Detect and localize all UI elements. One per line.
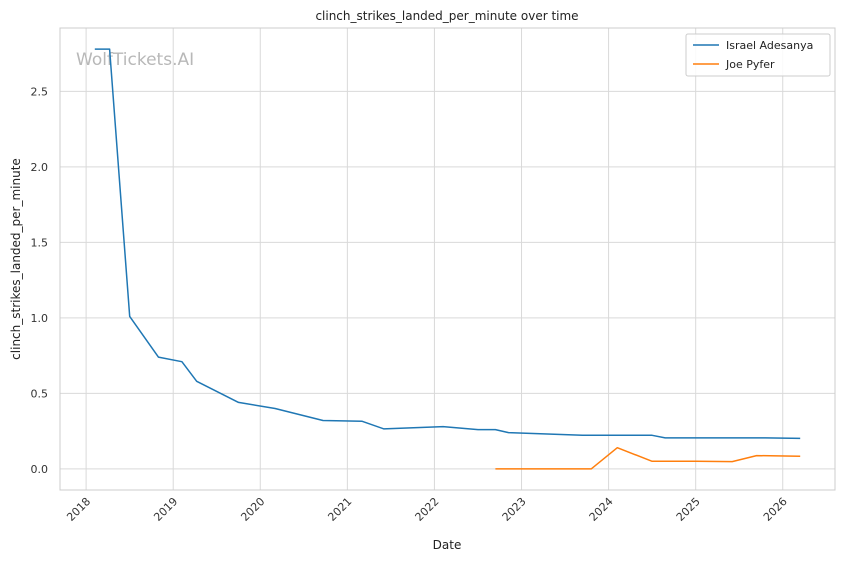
y-tick-label: 1.5 — [31, 236, 49, 249]
plot-frame — [59, 27, 836, 491]
chart-title: clinch_strikes_landed_per_minute over ti… — [315, 9, 578, 23]
x-tick-label: 2024 — [587, 495, 616, 524]
legend: Israel Adesanya Joe Pyfer — [685, 33, 831, 77]
y-tick-labels: 0.0 0.5 1.0 1.5 2.0 2.5 — [31, 85, 49, 475]
y-tick-label: 0.0 — [31, 463, 49, 476]
x-tick-labels: 2018 2019 2020 2021 2022 2023 2024 2025 2026 — [64, 495, 790, 524]
x-tick-label: 2022 — [413, 495, 442, 524]
x-tick-label: 2021 — [325, 495, 354, 524]
y-axis-label: clinch_strikes_landed_per_minute — [9, 158, 23, 360]
x-axis-label: Date — [433, 538, 462, 552]
x-tick-label: 2018 — [64, 495, 93, 524]
x-tick-label: 2023 — [500, 495, 529, 524]
series-line-israel-adesanya — [94, 48, 801, 440]
legend-label-joe-pyfer: Joe Pyfer — [725, 58, 775, 71]
y-tick-label: 2.5 — [31, 85, 49, 98]
x-tick-label: 2019 — [151, 495, 180, 524]
legend-box — [685, 33, 831, 77]
y-tick-label: 2.0 — [31, 161, 49, 174]
x-tick-label: 2020 — [238, 495, 267, 524]
y-tick-label: 1.0 — [31, 312, 49, 325]
y-tick-label: 0.5 — [31, 387, 49, 400]
grid — [60, 28, 835, 490]
x-tick-label: 2026 — [761, 495, 790, 524]
series-line-joe-pyfer — [495, 446, 801, 470]
series-lines — [94, 48, 801, 470]
watermark-text: WolfTickets.AI — [76, 50, 194, 70]
legend-label-israel-adesanya: Israel Adesanya — [726, 39, 813, 52]
x-tick-label: 2025 — [674, 495, 703, 524]
